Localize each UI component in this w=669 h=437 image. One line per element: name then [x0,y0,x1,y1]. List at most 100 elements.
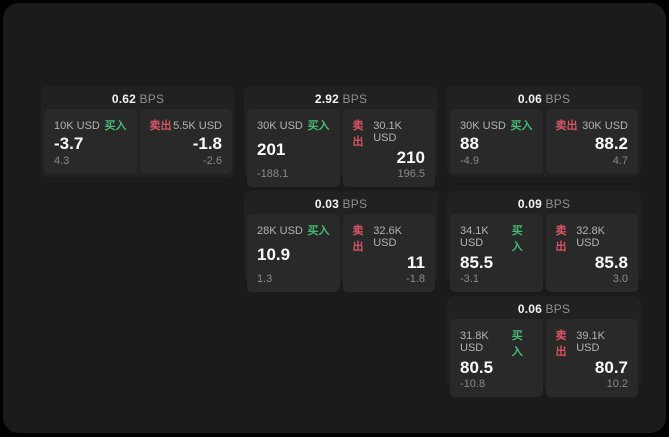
cards-grid: 0.62 BPS 10K USD 买入 -3.7 4.3 卖出 5.5K USD… [41,86,641,397]
buy-tile-top: 31.8K USD 买入 [460,327,533,359]
buy-tile[interactable]: 30K USD 买入 88 -4.9 [450,109,543,174]
sell-tile-top: 卖出 39.1K USD [556,327,629,359]
buy-side-label: 买入 [307,120,330,132]
buy-price: 80.5 [460,358,494,377]
quote-tiles: 30K USD 买入 201 -188.1 卖出 30.1K USD 210 1… [247,109,435,187]
sell-side-label: 卖出 [555,225,567,253]
bps-header: 0.06 BPS [450,299,638,319]
buy-size-label: 30K USD [460,120,506,132]
sell-tile-top: 卖出 30K USD [556,117,629,133]
bps-header: 0.03 BPS [247,194,435,214]
sell-tile[interactable]: 卖出 5.5K USD -1.8 -2.6 [139,109,232,174]
buy-size-label: 30K USD [257,120,303,132]
sell-side-label: 卖出 [352,120,364,148]
sell-side-label: 卖出 [555,330,567,358]
quote-tiles: 30K USD 买入 88 -4.9 卖出 30K USD 88.2 4.7 [450,109,638,174]
buy-tile[interactable]: 34.1K USD 买入 85.5 -3.1 [450,214,543,292]
bps-header: 0.06 BPS [450,89,638,109]
sell-side-label: 卖出 [555,120,578,132]
buy-size-label: 34.1K USD [460,225,489,249]
buy-tile[interactable]: 28K USD 买入 10.9 1.3 [247,214,340,292]
quote-card: 0.09 BPS 34.1K USD 买入 85.5 -3.1 卖出 32.8K… [447,191,641,292]
app-panel: 0.62 BPS 10K USD 买入 -3.7 4.3 卖出 5.5K USD… [3,3,666,433]
quote-tiles: 28K USD 买入 10.9 1.3 卖出 32.6K USD 11 -1.8 [247,214,435,292]
sell-tile-top: 卖出 30.1K USD [353,117,426,149]
sell-tile-top: 卖出 32.6K USD [353,222,426,254]
sell-delta: 196.5 [397,167,425,180]
sell-tile[interactable]: 卖出 32.8K USD 85.8 3.0 [545,214,638,292]
bps-unit: BPS [545,92,571,106]
sell-delta: -2.6 [203,155,222,167]
bps-value: 0.03 [314,197,339,211]
sell-size-label: 32.8K USD [576,225,605,249]
sell-tile[interactable]: 卖出 39.1K USD 80.7 10.2 [545,319,638,397]
sell-delta: 10.2 [606,377,628,390]
quote-tiles: 34.1K USD 买入 85.5 -3.1 卖出 32.8K USD 85.8… [450,214,638,292]
buy-tile-top: 28K USD 买入 [257,222,330,238]
bps-unit: BPS [545,197,571,211]
buy-price: -3.7 [54,133,84,153]
bps-header: 0.09 BPS [450,194,638,214]
buy-delta: -10.8 [460,377,486,390]
buy-tile-top: 30K USD 买入 [460,117,533,133]
buy-delta: 1.3 [257,272,273,285]
bps-header: 2.92 BPS [247,89,435,109]
quote-card: 0.06 BPS 30K USD 买入 88 -4.9 卖出 30K USD 8… [447,86,641,177]
quote-card: 0.06 BPS 31.8K USD 买入 80.5 -10.8 卖出 39.1… [447,296,641,397]
sell-price: 210 [396,148,425,167]
buy-side-label: 买入 [511,225,523,253]
bps-value: 0.09 [517,197,542,211]
bps-unit: BPS [342,197,368,211]
buy-delta: -4.9 [460,155,479,167]
sell-tile[interactable]: 卖出 30K USD 88.2 4.7 [545,109,638,174]
quote-card: 0.03 BPS 28K USD 买入 10.9 1.3 卖出 32.6K US… [244,191,438,292]
sell-tile-top: 卖出 5.5K USD [150,117,223,133]
sell-tile[interactable]: 卖出 32.6K USD 11 -1.8 [342,214,435,292]
sell-side-label: 卖出 [352,225,364,253]
buy-side-label: 买入 [307,225,330,237]
bps-value: 0.06 [517,302,542,316]
sell-delta: 3.0 [612,272,628,285]
sell-price: 11 [407,253,425,272]
bps-unit: BPS [139,92,165,106]
buy-size-label: 31.8K USD [460,330,489,354]
quote-card: 2.92 BPS 30K USD 买入 201 -188.1 卖出 30.1K … [244,86,438,187]
sell-delta: -1.8 [406,272,425,285]
sell-price: 88.2 [594,133,628,153]
buy-side-label: 买入 [511,330,523,358]
sell-delta: 4.7 [612,155,628,167]
sell-tile-top: 卖出 32.8K USD [556,222,629,254]
buy-tile[interactable]: 30K USD 买入 201 -188.1 [247,109,340,187]
bps-unit: BPS [545,302,571,316]
sell-price: 80.7 [594,358,628,377]
buy-size-label: 10K USD [54,120,100,132]
sell-price: -1.8 [192,133,222,153]
buy-price: 88 [460,133,479,153]
sell-tile[interactable]: 卖出 30.1K USD 210 196.5 [342,109,435,187]
sell-size-label: 30.1K USD [373,120,402,144]
sell-side-label: 卖出 [149,120,172,132]
buy-price: 85.5 [460,253,494,272]
bps-value: 0.06 [517,92,542,106]
buy-tile-top: 30K USD 买入 [257,117,330,133]
bps-value: 0.62 [111,92,136,106]
buy-tile[interactable]: 10K USD 买入 -3.7 4.3 [44,109,137,174]
quote-tiles: 10K USD 买入 -3.7 4.3 卖出 5.5K USD -1.8 -2.… [44,109,232,174]
buy-delta: -3.1 [460,272,479,285]
buy-tile[interactable]: 31.8K USD 买入 80.5 -10.8 [450,319,543,397]
buy-tile-top: 34.1K USD 买入 [460,222,533,254]
sell-size-label: 5.5K USD [173,120,222,132]
sell-size-label: 39.1K USD [576,330,605,354]
buy-side-label: 买入 [510,120,533,132]
buy-price: 10.9 [257,245,291,264]
bps-value: 2.92 [314,92,339,106]
buy-delta: -188.1 [257,167,289,180]
buy-side-label: 买入 [104,120,127,132]
sell-size-label: 30K USD [582,120,628,132]
sell-price: 85.8 [594,253,628,272]
quote-card: 0.62 BPS 10K USD 买入 -3.7 4.3 卖出 5.5K USD… [41,86,235,177]
buy-delta: 4.3 [54,155,70,167]
sell-size-label: 32.6K USD [373,225,402,249]
buy-tile-top: 10K USD 买入 [54,117,127,133]
buy-size-label: 28K USD [257,225,303,237]
